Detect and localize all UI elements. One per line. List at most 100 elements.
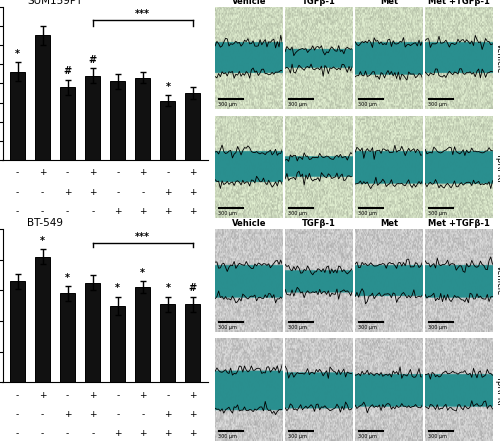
- Text: +: +: [39, 168, 46, 178]
- Title: Met: Met: [380, 0, 398, 6]
- Text: 300 μm: 300 μm: [288, 434, 306, 439]
- Title: TGFβ-1: TGFβ-1: [302, 219, 336, 228]
- Text: 300 μm: 300 μm: [218, 325, 236, 330]
- Bar: [85, 76, 100, 160]
- Bar: [110, 306, 126, 382]
- Text: -: -: [16, 429, 19, 438]
- Text: Vehicle: Vehicle: [495, 43, 500, 73]
- Text: 300 μm: 300 μm: [428, 211, 447, 216]
- Text: -: -: [141, 188, 144, 197]
- Title: Vehicle: Vehicle: [232, 0, 266, 6]
- Text: -: -: [41, 429, 44, 438]
- Bar: [136, 288, 150, 382]
- Text: *: *: [65, 273, 70, 283]
- Text: 300 μm: 300 μm: [218, 434, 236, 439]
- Bar: [186, 304, 200, 382]
- Text: -: -: [91, 429, 94, 438]
- Text: +: +: [164, 207, 172, 216]
- Text: -: -: [166, 391, 170, 400]
- Text: *: *: [40, 236, 45, 246]
- Text: Vehicle: Vehicle: [495, 265, 500, 295]
- Text: -: -: [41, 410, 44, 419]
- Bar: [136, 78, 150, 160]
- Text: *: *: [166, 82, 170, 92]
- Text: +: +: [114, 429, 122, 438]
- Text: 300 μm: 300 μm: [218, 102, 236, 107]
- Text: +: +: [114, 207, 122, 216]
- Text: +: +: [164, 188, 172, 197]
- Text: +: +: [89, 410, 96, 419]
- Title: Vehicle: Vehicle: [232, 219, 266, 228]
- Text: #: #: [64, 66, 72, 77]
- Text: 300 μm: 300 μm: [358, 211, 376, 216]
- Text: *: *: [140, 268, 145, 278]
- Bar: [60, 87, 75, 160]
- Text: TβRI-KI: TβRI-KI: [495, 152, 500, 182]
- Text: +: +: [189, 207, 196, 216]
- Text: *: *: [115, 284, 120, 293]
- Text: -: -: [66, 391, 70, 400]
- Text: -: -: [116, 168, 119, 178]
- Text: #: #: [189, 284, 197, 293]
- Text: +: +: [89, 391, 96, 400]
- Text: 300 μm: 300 μm: [358, 434, 376, 439]
- Title: Met +TGFβ-1: Met +TGFβ-1: [428, 0, 490, 6]
- Text: ***: ***: [136, 9, 150, 19]
- Text: -: -: [41, 207, 44, 216]
- Text: -: -: [91, 207, 94, 216]
- Text: ***: ***: [136, 232, 150, 242]
- Text: -: -: [16, 168, 19, 178]
- Text: -: -: [16, 410, 19, 419]
- Text: +: +: [164, 410, 172, 419]
- Text: +: +: [89, 188, 96, 197]
- Text: +: +: [189, 429, 196, 438]
- Bar: [60, 293, 75, 382]
- Bar: [10, 281, 25, 382]
- Text: 300 μm: 300 μm: [288, 325, 306, 330]
- Text: 300 μm: 300 μm: [428, 434, 447, 439]
- Text: +: +: [189, 391, 196, 400]
- Text: SUM159PT: SUM159PT: [27, 0, 82, 6]
- Text: #: #: [88, 55, 97, 65]
- Text: 300 μm: 300 μm: [288, 211, 306, 216]
- Bar: [186, 93, 200, 160]
- Text: +: +: [64, 188, 72, 197]
- Text: 300 μm: 300 μm: [428, 102, 447, 107]
- Text: +: +: [139, 207, 146, 216]
- Text: +: +: [64, 410, 72, 419]
- Bar: [110, 82, 126, 160]
- Text: +: +: [39, 391, 46, 400]
- Text: +: +: [189, 188, 196, 197]
- Bar: [35, 256, 50, 382]
- Text: -: -: [116, 391, 119, 400]
- Text: 300 μm: 300 μm: [358, 102, 376, 107]
- Text: 300 μm: 300 μm: [288, 102, 306, 107]
- Text: 300 μm: 300 μm: [428, 325, 447, 330]
- Text: +: +: [139, 429, 146, 438]
- Text: -: -: [116, 410, 119, 419]
- Text: -: -: [16, 188, 19, 197]
- Text: -: -: [166, 168, 170, 178]
- Text: -: -: [16, 207, 19, 216]
- Text: -: -: [141, 410, 144, 419]
- Title: TGFβ-1: TGFβ-1: [302, 0, 336, 6]
- Text: +: +: [139, 391, 146, 400]
- Bar: [160, 304, 176, 382]
- Title: Met +TGFβ-1: Met +TGFβ-1: [428, 219, 490, 228]
- Text: -: -: [116, 188, 119, 197]
- Text: -: -: [41, 188, 44, 197]
- Bar: [160, 101, 176, 160]
- Bar: [85, 283, 100, 382]
- Bar: [35, 35, 50, 160]
- Text: -: -: [66, 168, 70, 178]
- Text: +: +: [189, 168, 196, 178]
- Text: +: +: [189, 410, 196, 419]
- Text: -: -: [66, 429, 70, 438]
- Bar: [10, 72, 25, 160]
- Text: -: -: [16, 391, 19, 400]
- Text: 300 μm: 300 μm: [218, 211, 236, 216]
- Title: Met: Met: [380, 219, 398, 228]
- Text: -: -: [66, 207, 70, 216]
- Text: +: +: [89, 168, 96, 178]
- Text: BT-549: BT-549: [27, 218, 63, 228]
